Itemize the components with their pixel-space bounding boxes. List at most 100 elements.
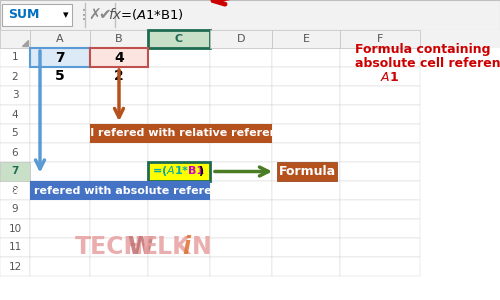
Bar	[30, 257, 90, 276]
Bar	[210, 181, 272, 200]
Bar	[272, 48, 340, 67]
Bar	[90, 48, 148, 67]
Text: i: i	[182, 236, 190, 260]
Bar	[90, 86, 148, 105]
Text: Cell refered with absolute reference: Cell refered with absolute reference	[6, 185, 234, 196]
Bar	[0, 162, 30, 181]
Bar	[0, 219, 30, 238]
Bar	[340, 162, 420, 181]
Bar	[148, 219, 210, 238]
Bar	[30, 162, 90, 181]
Bar	[210, 219, 272, 238]
Bar	[30, 238, 90, 257]
Bar	[148, 181, 210, 200]
Bar	[90, 143, 148, 162]
Text: ✗: ✗	[88, 8, 101, 22]
Bar	[0, 0, 500, 30]
Bar	[148, 257, 210, 276]
Text: Formula containing: Formula containing	[355, 43, 490, 56]
Bar	[148, 162, 210, 181]
Bar	[210, 162, 272, 181]
Bar	[210, 105, 272, 124]
Text: 2: 2	[114, 70, 124, 83]
Bar	[0, 238, 30, 257]
Bar	[340, 105, 420, 124]
Bar	[90, 200, 148, 219]
Text: =($A$1*B1): =($A$1*B1)	[120, 8, 184, 22]
Bar	[0, 162, 30, 181]
Bar	[272, 257, 340, 276]
Bar	[277, 162, 337, 181]
Text: 10: 10	[8, 224, 22, 233]
Bar	[210, 257, 272, 276]
Bar	[30, 143, 90, 162]
Text: Formula: Formula	[278, 165, 336, 178]
Bar	[340, 257, 420, 276]
Bar	[0, 30, 30, 48]
Bar	[272, 238, 340, 257]
Text: ELK: ELK	[142, 236, 192, 260]
Bar	[30, 181, 210, 200]
Text: N: N	[192, 236, 212, 260]
Text: =($A$1*: =($A$1*	[152, 164, 190, 178]
Bar	[340, 67, 420, 86]
Bar	[210, 143, 272, 162]
Bar	[148, 86, 210, 105]
Bar	[0, 48, 30, 67]
Text: B1: B1	[188, 167, 204, 176]
Bar	[340, 30, 420, 48]
Bar	[90, 162, 148, 181]
Text: Cell refered with relative reference: Cell refered with relative reference	[70, 128, 292, 139]
Bar	[272, 105, 340, 124]
Bar	[272, 162, 340, 181]
Bar	[340, 200, 420, 219]
Bar	[2, 4, 72, 26]
Bar	[30, 67, 90, 86]
Bar	[210, 238, 272, 257]
Bar	[340, 143, 420, 162]
Bar	[210, 48, 272, 67]
Bar	[30, 200, 90, 219]
Bar	[30, 48, 90, 67]
Text: 5: 5	[55, 70, 65, 83]
Text: 9: 9	[12, 205, 18, 214]
Bar	[90, 181, 148, 200]
Bar	[340, 219, 420, 238]
Bar	[90, 238, 148, 257]
Bar	[30, 219, 90, 238]
Bar	[340, 238, 420, 257]
Bar	[0, 181, 30, 200]
Text: ): )	[198, 167, 203, 176]
Bar	[90, 257, 148, 276]
Bar	[340, 86, 420, 105]
Text: 4: 4	[114, 50, 124, 64]
Bar	[90, 48, 148, 67]
Bar	[340, 124, 420, 143]
Bar	[30, 124, 90, 143]
Text: 3: 3	[12, 91, 18, 100]
Bar	[0, 124, 30, 143]
Bar	[148, 143, 210, 162]
Polygon shape	[22, 40, 28, 46]
Text: ✔: ✔	[98, 8, 111, 22]
Bar	[272, 219, 340, 238]
Bar	[210, 30, 272, 48]
Bar	[210, 67, 272, 86]
Bar	[30, 105, 90, 124]
Bar	[340, 181, 420, 200]
Bar	[340, 48, 420, 67]
Bar	[0, 67, 30, 86]
Text: 6: 6	[12, 148, 18, 158]
Text: 8: 8	[12, 185, 18, 196]
Text: E: E	[302, 34, 310, 44]
Bar	[148, 48, 210, 67]
Bar	[90, 67, 148, 86]
Bar	[148, 105, 210, 124]
Text: A: A	[56, 34, 64, 44]
Bar	[30, 181, 90, 200]
Bar	[90, 124, 148, 143]
Text: B: B	[115, 34, 123, 44]
Bar	[148, 30, 210, 48]
Bar	[30, 86, 90, 105]
Bar	[272, 200, 340, 219]
